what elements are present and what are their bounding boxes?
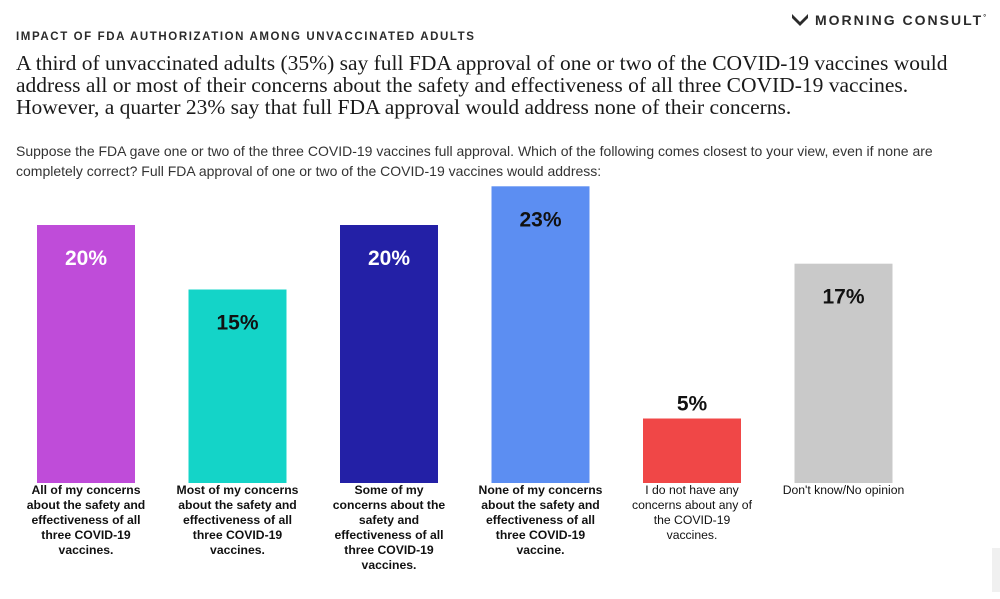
brand: MORNING CONSULT° bbox=[791, 12, 986, 28]
headline: A third of unvaccinated adults (35%) say… bbox=[16, 51, 948, 119]
survey-question: Suppose the FDA gave one or two of the t… bbox=[16, 143, 933, 179]
bar-5 bbox=[643, 418, 741, 483]
section-eyebrow: IMPACT OF FDA AUTHORIZATION AMONG UNVACC… bbox=[16, 31, 476, 43]
category-label-4: None of my concerns about the safety and… bbox=[478, 483, 603, 557]
scrollbar-stub[interactable] bbox=[992, 548, 1000, 592]
bar-chart: 20% 15% 20% 23% 5% 17% bbox=[37, 186, 893, 484]
bar-value-label-3: 20% bbox=[368, 247, 410, 270]
bar-6 bbox=[794, 263, 893, 483]
morning-consult-logo-icon bbox=[792, 13, 808, 26]
category-label-1: All of my concerns about the safety and … bbox=[26, 483, 146, 557]
bar-3 bbox=[340, 225, 438, 483]
bar-2 bbox=[188, 289, 287, 483]
bar-value-label-2: 15% bbox=[216, 312, 258, 335]
bar-value-label-6: 17% bbox=[822, 286, 864, 309]
category-label-5: I do not have any concerns about any of … bbox=[632, 483, 752, 542]
category-label-2: Most of my concerns about the safety and… bbox=[176, 483, 299, 557]
bar-value-label-5: 5% bbox=[677, 393, 708, 416]
bar-value-label-1: 20% bbox=[65, 247, 107, 270]
bar-value-label-4: 23% bbox=[519, 208, 561, 231]
category-label-6: Don't know/No opinion bbox=[782, 483, 905, 497]
brand-name: MORNING CONSULT° bbox=[815, 12, 986, 28]
brand-mark: ° bbox=[983, 14, 986, 22]
bar-4 bbox=[491, 186, 590, 484]
category-label-3: Some of my concerns about the safety and… bbox=[332, 483, 446, 572]
bar-1 bbox=[37, 225, 135, 483]
